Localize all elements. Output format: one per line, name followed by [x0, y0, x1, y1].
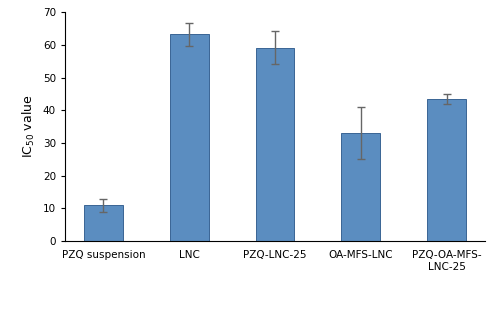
Bar — [256, 48, 294, 241]
Bar — [170, 34, 208, 241]
Bar — [84, 205, 122, 241]
Bar — [428, 99, 466, 241]
Y-axis label: IC$_{50}$ value: IC$_{50}$ value — [21, 95, 38, 159]
Bar — [342, 133, 380, 241]
